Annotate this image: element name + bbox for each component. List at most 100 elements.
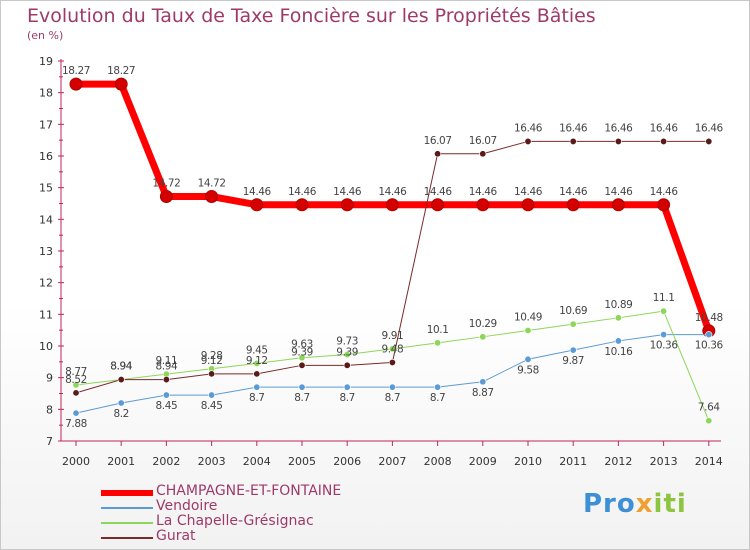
data-label: 9.48 [382,343,404,355]
logo-part-1: Pro [583,489,636,519]
y-tick-label: 16 [39,150,53,163]
data-label: 14.46 [424,186,453,198]
data-label: 9.39 [291,346,313,358]
data-point [660,137,668,145]
data-point [434,339,442,347]
data-label: 9.39 [336,346,358,358]
data-point [343,383,351,391]
data-point [479,150,487,158]
x-tick-label: 2010 [514,455,542,468]
data-label: 10.69 [559,305,587,317]
data-point [69,77,83,91]
chart-subtitle: (en %) [27,29,64,42]
data-point [208,370,216,378]
data-label: 9.45 [246,344,268,356]
y-tick-label: 10 [39,340,53,353]
data-point [569,320,577,328]
data-label: 8.7 [430,392,446,404]
data-point [385,198,399,212]
data-point [660,307,668,315]
data-point [253,359,261,367]
data-label: 8.52 [65,374,87,386]
y-tick-label: 11 [39,308,53,321]
data-label: 8.45 [201,400,223,412]
data-point [431,198,445,212]
x-tick-label: 2008 [424,455,452,468]
data-point [524,137,532,145]
data-point [298,354,306,362]
y-tick-label: 7 [46,435,53,448]
data-label: 8.7 [294,392,310,404]
legend-label: CHAMPAGNE-ET-FONTAINE [156,483,342,499]
data-label: 14.46 [604,186,633,198]
data-point [117,376,125,384]
x-tick-label: 2000 [62,455,90,468]
data-label: 8.7 [249,392,265,404]
data-label: 8.94 [110,361,132,373]
data-point [159,190,173,204]
data-label: 8.2 [113,408,129,420]
data-label: 9.12 [246,355,268,367]
data-point [388,383,396,391]
data-label: 16.46 [514,122,543,134]
proxiti-logo: Proxiti [583,489,687,519]
data-label: 14.46 [559,186,588,198]
legend-swatch [101,507,153,509]
data-label: 9.28 [201,350,223,362]
data-point [705,137,713,145]
data-point [298,361,306,369]
data-point [72,409,80,417]
data-label: 18.27 [107,65,135,77]
logo-part-2: x [635,489,654,519]
logo-part-3: iti [653,489,687,519]
data-point [343,351,351,359]
data-point [611,198,625,212]
data-point [340,198,354,212]
data-label: 16.46 [604,122,633,134]
y-tick-label: 8 [46,403,53,416]
y-tick-label: 9 [46,372,53,385]
data-point [253,370,261,378]
data-point [72,381,80,389]
legend-swatch [101,537,153,539]
data-point [614,337,622,345]
data-label: 16.46 [650,122,679,134]
data-point [566,198,580,212]
data-point [705,417,713,425]
data-label: 14.46 [650,186,679,198]
data-label: 7.88 [65,418,87,430]
data-label: 14.46 [333,186,362,198]
data-point [434,150,442,158]
data-label: 14.46 [378,186,407,198]
x-tick-label: 2007 [378,455,406,468]
x-tick-label: 2001 [107,455,135,468]
legend-label: La Chapelle-Grésignac [156,513,314,529]
data-label: 10.49 [514,311,542,323]
data-point [524,326,532,334]
legend-label: Gurat [156,528,196,544]
data-point [569,346,577,354]
data-label: 9.73 [336,336,358,348]
x-tick-label: 2006 [333,455,361,468]
x-tick-label: 2005 [288,455,316,468]
data-point [476,198,490,212]
data-label: 14.72 [198,178,226,190]
data-label: 8.87 [472,387,494,399]
data-label: 8.94 [156,361,178,373]
data-point [614,314,622,322]
x-tick-label: 2011 [559,455,587,468]
data-label: 9.63 [291,339,313,351]
y-tick-label: 18 [39,87,53,100]
data-label: 10.89 [604,299,632,311]
x-tick-label: 2003 [198,455,226,468]
data-label: 8.94 [110,361,132,373]
data-point [569,137,577,145]
data-point [162,391,170,399]
data-label: 14.46 [514,186,543,198]
data-point [114,77,128,91]
data-point [295,198,309,212]
data-label: 16.46 [695,122,724,134]
x-tick-label: 2002 [152,455,180,468]
